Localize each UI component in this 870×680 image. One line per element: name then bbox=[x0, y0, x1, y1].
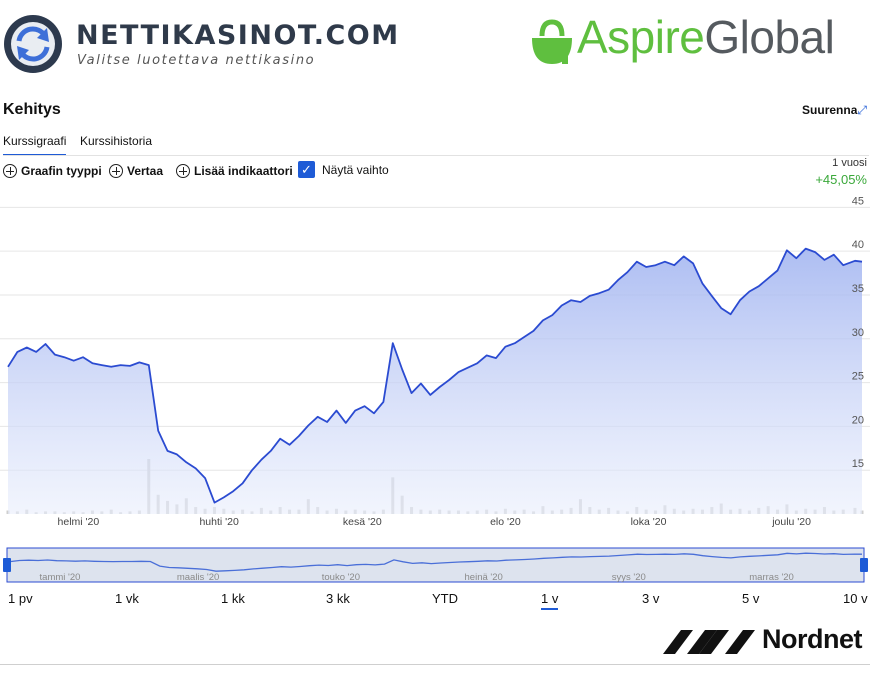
period-label: 1 vuosi bbox=[832, 157, 867, 169]
y-tick-label: 30 bbox=[852, 327, 864, 339]
navigator-tick-label: heinä '20 bbox=[465, 572, 503, 583]
navigator-right-handle[interactable] bbox=[860, 558, 868, 572]
x-tick-label: joulu '20 bbox=[771, 516, 811, 528]
x-tick-label: huhti '20 bbox=[199, 516, 239, 528]
navigator-left-handle[interactable] bbox=[3, 558, 11, 572]
period-change: +45,05% bbox=[815, 172, 867, 187]
expand-label: Suurenna bbox=[802, 103, 858, 117]
range-1vk[interactable]: 1 vk bbox=[115, 591, 139, 606]
add-indicator-label: Lisää indikaattori bbox=[194, 164, 293, 178]
show-volume-label: Näytä vaihto bbox=[322, 163, 389, 177]
navigator-tick-label: marras '20 bbox=[749, 572, 794, 583]
compare-button[interactable]: Vertaa bbox=[109, 164, 163, 178]
navigator-line bbox=[9, 552, 863, 572]
show-volume-checkbox[interactable]: ✓ bbox=[298, 161, 315, 178]
brand-part2: Global bbox=[704, 11, 835, 63]
price-area bbox=[8, 248, 862, 514]
bottom-divider bbox=[0, 664, 870, 665]
navigator-tick-label: syys '20 bbox=[612, 572, 646, 583]
y-tick-label: 15 bbox=[852, 458, 864, 470]
brand-part1: Aspire bbox=[577, 11, 705, 63]
range-3v[interactable]: 3 v bbox=[642, 591, 660, 606]
chart-type-label: Graafin tyyppi bbox=[21, 164, 102, 178]
site-name: NETTIKASINOT.COM bbox=[76, 20, 400, 51]
compare-label: Vertaa bbox=[127, 164, 164, 178]
range-3kk[interactable]: 3 kk bbox=[326, 591, 350, 606]
plus-circle-icon bbox=[3, 164, 17, 178]
price-line bbox=[7, 247, 863, 504]
y-tick-label: 35 bbox=[852, 283, 864, 295]
tab-divider bbox=[3, 155, 869, 156]
x-tick-label: kesä '20 bbox=[343, 516, 382, 528]
aspire-global-wordmark: AspireGlobal bbox=[577, 10, 835, 64]
site-tagline: Valitse luotettava nettikasino bbox=[77, 53, 316, 68]
widget-title: Kehitys bbox=[3, 101, 61, 118]
nordnet-wordmark: Nordnet bbox=[762, 624, 863, 654]
range-10v[interactable]: 10 v bbox=[843, 591, 868, 606]
x-tick-label: loka '20 bbox=[631, 516, 667, 528]
expand-button[interactable]: Suurenna⤢ bbox=[802, 103, 867, 118]
price-chart[interactable]: 15 20 25 30 35 40 45 helmi '20 huhti '20 kesä '2… bbox=[0, 195, 870, 535]
range-5v[interactable]: 5 v bbox=[742, 591, 760, 606]
tab-kurssigraafi[interactable]: Kurssigraafi bbox=[3, 134, 67, 156]
plus-circle-icon bbox=[176, 164, 190, 178]
aspire-bag-icon bbox=[532, 19, 572, 64]
range-1v[interactable]: 1 v bbox=[541, 591, 559, 610]
add-indicator-button[interactable]: Lisää indikaattori bbox=[176, 164, 293, 178]
navigator-tick-label: maalis '20 bbox=[177, 572, 219, 583]
y-tick-label: 40 bbox=[852, 239, 864, 251]
range-navigator[interactable]: tammi '20 maalis '20 touko '20 heinä '20 syy… bbox=[0, 545, 870, 585]
navigator-tick-label: tammi '20 bbox=[40, 572, 81, 583]
y-tick-label: 20 bbox=[852, 414, 864, 426]
range-1kk[interactable]: 1 kk bbox=[221, 591, 245, 606]
nordnet-logo-icon bbox=[663, 630, 755, 654]
range-1pv[interactable]: 1 pv bbox=[8, 591, 33, 606]
range-ytd[interactable]: YTD bbox=[432, 591, 458, 606]
y-tick-label: 45 bbox=[852, 195, 864, 207]
chart-type-button[interactable]: Graafin tyyppi bbox=[3, 164, 102, 178]
x-tick-label: elo '20 bbox=[490, 516, 521, 528]
plus-circle-icon bbox=[109, 164, 123, 178]
expand-arrows-icon: ⤢ bbox=[857, 103, 867, 117]
y-tick-label: 25 bbox=[852, 371, 864, 383]
navigator-tick-label: touko '20 bbox=[322, 572, 360, 583]
navigator-window bbox=[6, 547, 865, 583]
x-tick-label: helmi '20 bbox=[58, 516, 100, 528]
nettikasinot-logo-icon bbox=[4, 15, 62, 73]
tab-kurssihistoria[interactable]: Kurssihistoria bbox=[80, 134, 153, 148]
